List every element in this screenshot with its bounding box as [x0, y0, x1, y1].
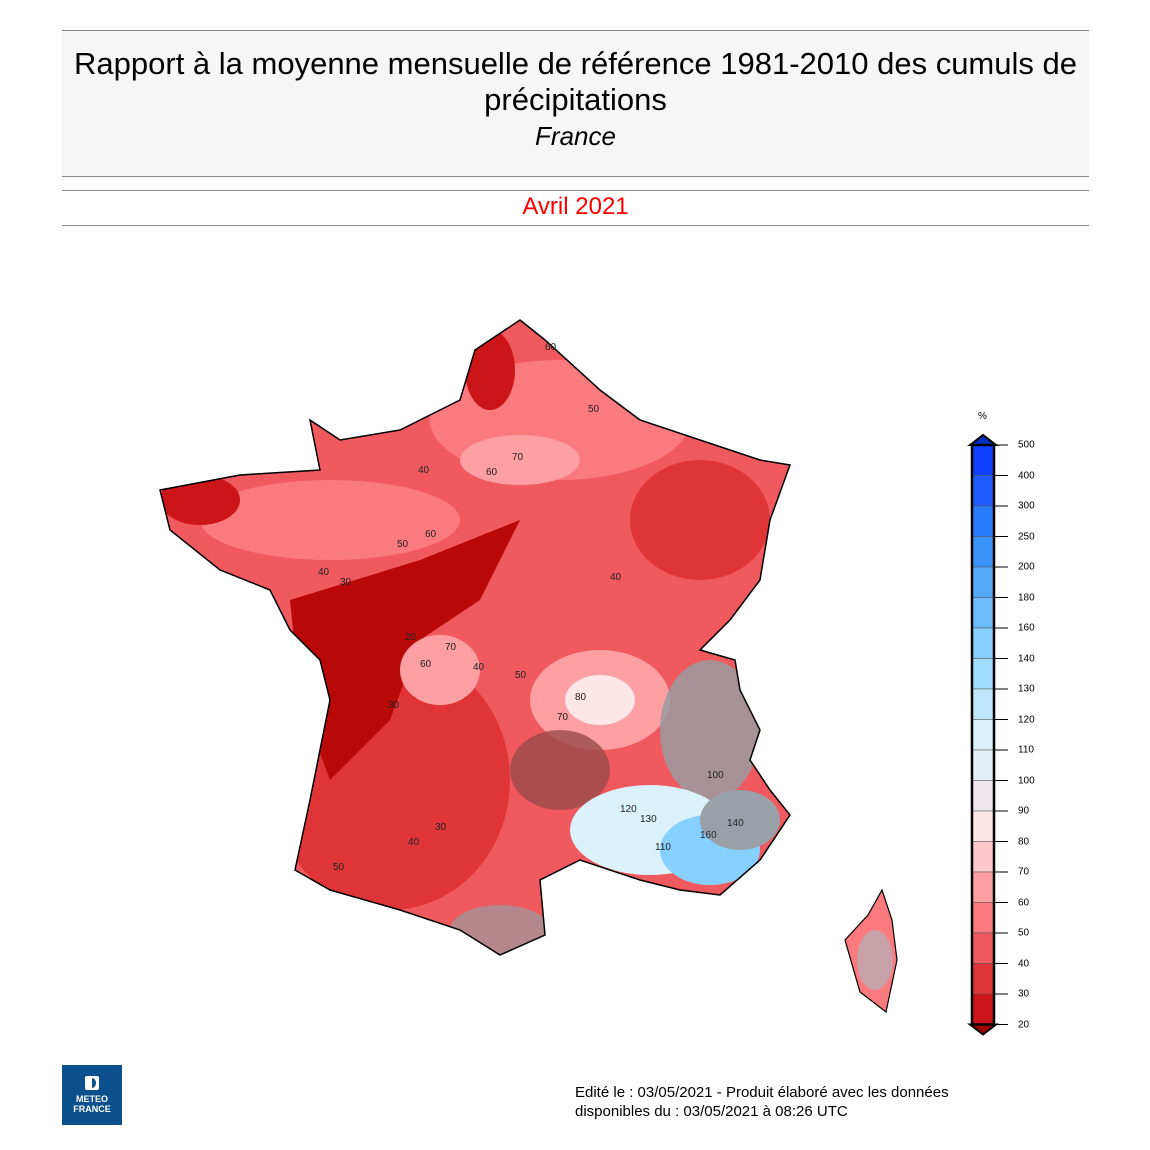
contour-label: 30 — [435, 822, 447, 833]
legend-tick-label: 120 — [1018, 714, 1035, 725]
legend-swatch — [971, 902, 995, 934]
legend-swatch — [971, 780, 995, 812]
contour-label: 40 — [318, 567, 330, 578]
legend-tick-label: 300 — [1018, 500, 1035, 512]
legend-swatch — [971, 597, 995, 629]
contour-label: 40 — [408, 837, 420, 848]
color-legend: % 500 400 300 250 200 180 160 140 130 120 110 100 90… — [960, 405, 1050, 1045]
map-title: Rapport à la moyenne mensuelle de référe… — [74, 46, 1077, 117]
contour-label: 50 — [397, 539, 409, 550]
legend-tick-label: 500 — [1018, 439, 1035, 451]
legend-swatch — [971, 688, 995, 720]
legend-tick-label: 160 — [1018, 622, 1035, 634]
contour-label: 60 — [486, 467, 498, 478]
legend-swatch — [971, 841, 995, 873]
legend-tick-label: 80 — [1018, 836, 1030, 847]
period-label: Avril 2021 — [62, 190, 1089, 226]
contour-label: 100 — [707, 770, 724, 781]
contour-label: 20 — [405, 632, 417, 643]
legend-swatch — [971, 932, 995, 964]
contour-labels: 60 50 70 60 40 50 60 40 30 20 30 60 70 4… — [318, 342, 744, 873]
contour-label: 40 — [610, 572, 622, 583]
legend-tick-label: 20 — [1018, 1019, 1030, 1030]
contour-label: 60 — [420, 659, 432, 670]
contour-label: 160 — [700, 830, 717, 841]
legend-tick-label: 130 — [1018, 683, 1035, 695]
contour-label: 50 — [588, 404, 600, 415]
contour-label: 60 — [545, 342, 557, 353]
legend-bar — [967, 433, 1008, 1036]
contour-label: 40 — [473, 662, 485, 673]
legend-tick-label: 100 — [1018, 775, 1035, 786]
legend-tick-label: 40 — [1018, 958, 1030, 969]
legend-swatch — [971, 658, 995, 690]
legend-tick-label: 180 — [1018, 592, 1035, 603]
legend-tick-label: 50 — [1018, 927, 1030, 939]
legend-tick-label: 90 — [1018, 805, 1030, 817]
legend-swatch — [971, 719, 995, 751]
corsica — [845, 890, 897, 1012]
logo-text: FRANCE — [73, 1104, 111, 1114]
legend-swatch — [971, 566, 995, 598]
contour-label: 120 — [620, 804, 637, 815]
contour-label: 50 — [515, 670, 527, 681]
legend-swatch — [971, 810, 995, 842]
footer-note: Edité le : 03/05/2021 - Produit élaboré … — [575, 1083, 949, 1121]
legend-tick-label: 250 — [1018, 531, 1035, 542]
legend-under-arrow — [967, 1023, 999, 1036]
contour-label: 80 — [575, 692, 587, 703]
legend-tick-label: 110 — [1018, 744, 1034, 756]
logo-symbol-icon — [85, 1076, 99, 1090]
legend-swatch — [971, 749, 995, 781]
legend-tick-label: 400 — [1018, 470, 1035, 481]
header: Rapport à la moyenne mensuelle de référe… — [62, 30, 1089, 177]
contour-label: 110 — [655, 842, 671, 853]
contour-label: 30 — [388, 700, 400, 711]
legend-swatch — [971, 475, 995, 507]
legend-tick-label: 60 — [1018, 897, 1030, 908]
legend-tick-label: 70 — [1018, 866, 1030, 878]
contour-label: 140 — [727, 818, 744, 829]
legend-swatch — [971, 505, 995, 537]
contour-label: 130 — [640, 814, 657, 825]
legend-tick-label: 200 — [1018, 561, 1035, 573]
footer-line-1: Edité le : 03/05/2021 - Produit élaboré … — [575, 1084, 949, 1101]
map-region: France — [535, 121, 616, 151]
contour-label: 70 — [445, 642, 457, 653]
contour-label: 70 — [512, 452, 524, 463]
contour-label: 70 — [557, 712, 569, 723]
legend-over-arrow — [967, 433, 999, 446]
legend-swatch — [971, 993, 995, 1025]
legend-unit: % — [978, 411, 987, 422]
legend-swatch — [971, 871, 995, 903]
legend-swatch — [971, 963, 995, 995]
legend-tick-label: 140 — [1018, 653, 1035, 664]
contour-label: 30 — [340, 577, 352, 588]
legend-swatch — [971, 444, 995, 476]
contour-label: 50 — [333, 862, 345, 873]
footer-line-2: disponibles du : 03/05/2021 à 08:26 UTC — [575, 1103, 848, 1120]
legend-frame — [970, 443, 996, 1026]
legend-tick-label: 30 — [1018, 988, 1030, 1000]
legend-swatch — [971, 536, 995, 568]
contour-label: 60 — [425, 529, 437, 540]
contour-label: 40 — [418, 465, 430, 476]
logo-text: METEO — [75, 1094, 108, 1104]
legend-swatch — [971, 627, 995, 659]
meteo-france-logo: METEO FRANCE — [62, 1065, 122, 1125]
